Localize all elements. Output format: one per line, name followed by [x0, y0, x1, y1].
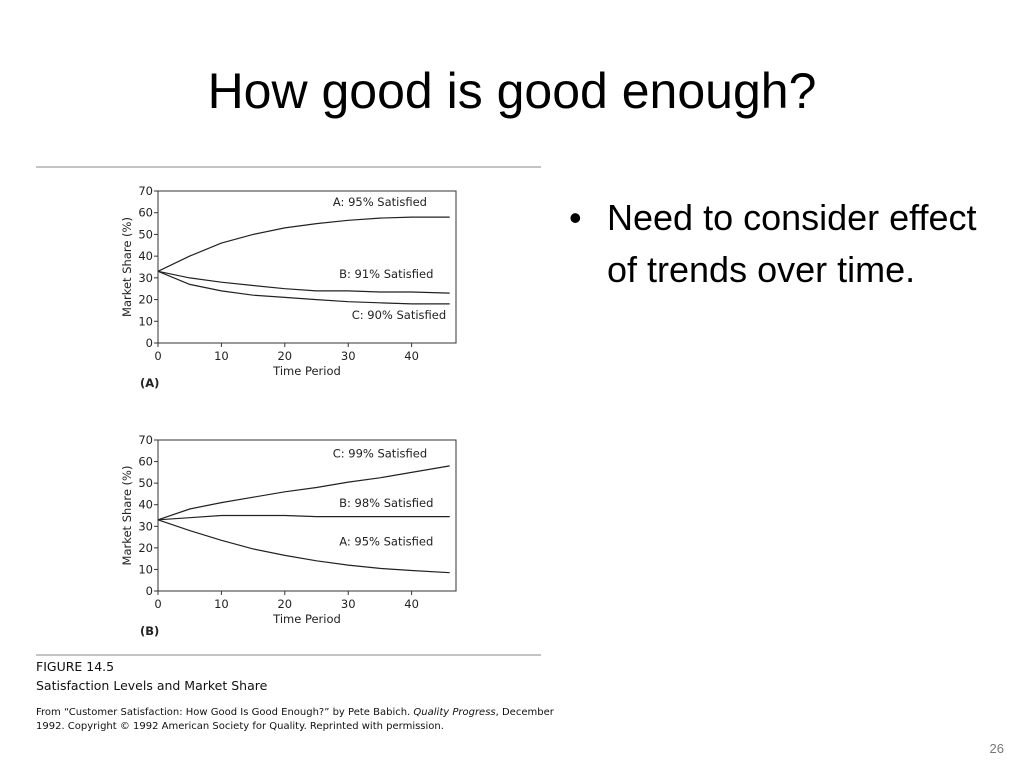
- y-tick-label: 70: [138, 433, 153, 447]
- figure-caption: Satisfaction Levels and Market Share: [36, 678, 268, 693]
- series-label-2: B: 91% Satisfied: [339, 267, 433, 281]
- y-tick-label: 0: [146, 584, 153, 598]
- series-label-3: A: 95% Satisfied: [339, 535, 433, 549]
- chart-panel-a: 0 10 20 30 40 50 60 70 0 10 20 30 40 Time Period Marke…: [120, 184, 457, 390]
- series-line-3: [157, 270, 450, 305]
- series-line-2: [157, 514, 450, 521]
- y-tick-label: 70: [138, 184, 153, 198]
- x-axis-label: Time Period: [272, 364, 341, 378]
- x-tick-label: 30: [341, 349, 356, 363]
- y-tick-label: 10: [138, 314, 153, 328]
- x-tick-label: 10: [214, 349, 229, 363]
- y-axis-label: Market Share (%): [120, 466, 134, 566]
- series-line-2: [157, 270, 450, 294]
- x-tick-label: 10: [214, 597, 229, 611]
- y-tick-label: 30: [138, 271, 153, 285]
- series-label-1: A: 95% Satisfied: [333, 195, 427, 209]
- figure-source-line1: From “Customer Satisfaction: How Good Is…: [36, 707, 555, 718]
- plot-frame: [157, 190, 457, 344]
- chart-panel-b: 0 10 20 30 40 50 60 70 0 10 20 30 40 Time Period Marke…: [120, 433, 457, 638]
- panel-label: (B): [140, 624, 159, 638]
- source-prefix: From “Customer Satisfaction: How Good Is…: [36, 707, 413, 718]
- figure: 0 10 20 30 40 50 60 70 0 10 20 30 40 Time Period Marke…: [0, 150, 560, 754]
- series-label-3: C: 90% Satisfied: [352, 308, 446, 322]
- plot-frame: [157, 439, 457, 592]
- x-tick-label: 0: [154, 597, 161, 611]
- slide-title: How good is good enough?: [207, 63, 817, 119]
- source-suffix: , December: [496, 707, 555, 718]
- x-tick-label: 40: [404, 349, 419, 363]
- figure-source-line2: 1992. Copyright © 1992 American Society …: [36, 721, 444, 732]
- y-tick-label: 50: [138, 227, 153, 241]
- figure-label: FIGURE 14.5: [36, 659, 114, 674]
- y-tick-label: 50: [138, 476, 153, 490]
- series-line-1: [157, 465, 450, 521]
- y-tick-label: 40: [138, 249, 153, 263]
- y-tick-label: 60: [138, 206, 153, 220]
- x-tick-label: 40: [404, 597, 419, 611]
- y-tick-label: 30: [138, 519, 153, 533]
- series-line-3: [157, 519, 450, 574]
- x-axis-label: Time Period: [272, 612, 341, 626]
- y-tick-label: 0: [146, 336, 153, 350]
- figure-svg: 0 10 20 30 40 50 60 70 0 10 20 30 40 Time Period Marke…: [36, 166, 555, 732]
- x-tick-label: 0: [154, 349, 161, 363]
- series-label-2: B: 98% Satisfied: [339, 496, 433, 510]
- x-tick-label: 20: [277, 597, 292, 611]
- series-label-1: C: 99% Satisfied: [333, 446, 427, 460]
- bullet-item: Need to consider effect of trends over t…: [563, 192, 983, 296]
- y-tick-label: 20: [138, 541, 153, 555]
- y-tick-label: 10: [138, 562, 153, 576]
- x-tick-label: 20: [277, 349, 292, 363]
- y-tick-label: 20: [138, 293, 153, 307]
- y-tick-label: 40: [138, 498, 153, 512]
- series-line-1: [157, 216, 450, 272]
- source-journal: Quality Progress: [413, 707, 495, 718]
- x-tick-label: 30: [341, 597, 356, 611]
- bullet-list: Need to consider effect of trends over t…: [563, 192, 983, 296]
- y-tick-label: 60: [138, 455, 153, 469]
- y-axis-label: Market Share (%): [120, 217, 134, 317]
- panel-label: (A): [140, 376, 159, 390]
- page-number: 26: [989, 741, 1004, 756]
